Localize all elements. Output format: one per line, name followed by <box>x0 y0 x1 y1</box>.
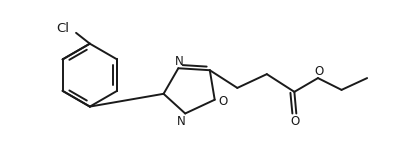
Text: N: N <box>177 115 186 128</box>
Text: Cl: Cl <box>56 22 69 35</box>
Text: O: O <box>291 115 300 128</box>
Text: O: O <box>314 65 324 78</box>
Text: O: O <box>218 95 227 108</box>
Text: N: N <box>175 55 184 68</box>
